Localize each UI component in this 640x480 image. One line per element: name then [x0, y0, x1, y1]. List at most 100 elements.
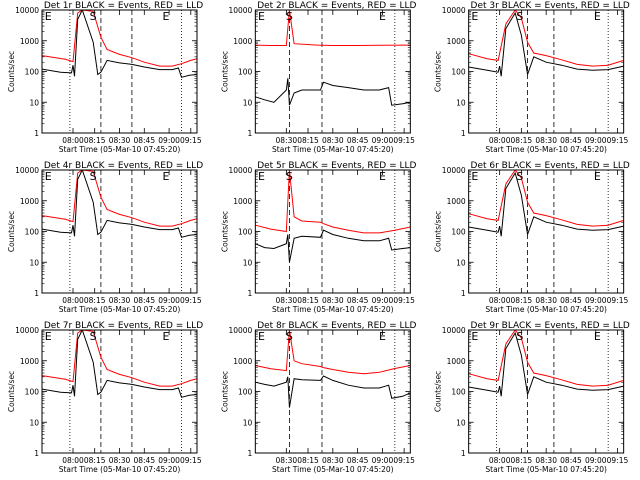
x-tick-label: 08:30: [535, 456, 557, 465]
x-tick-label: 09:00: [158, 456, 180, 465]
x-tick-label: 09:00: [585, 456, 607, 465]
x-tick-label: 09:00: [158, 136, 180, 145]
lld-series-line: [42, 330, 197, 387]
x-tick-label: 09:15: [607, 296, 629, 305]
phase-marker-S: S: [286, 10, 293, 23]
chart-title: Det 5r BLACK = Events, RED = LLD: [257, 161, 416, 171]
chart-title: Det 9r BLACK = Events, RED = LLD: [471, 321, 630, 331]
x-tick-label: 08:15: [84, 296, 106, 305]
x-tick-label: 09:00: [372, 296, 394, 305]
y-tick-label: 1: [248, 289, 253, 298]
y-tick-label: 1: [34, 129, 39, 138]
y-tick-label: 100: [238, 228, 253, 237]
events-series-line: [468, 331, 624, 397]
x-tick-label: 09:15: [180, 456, 202, 465]
y-tick-label: 1: [34, 289, 39, 298]
events-series-line: [255, 375, 411, 408]
chart-title: Det 4r BLACK = Events, RED = LLD: [44, 161, 203, 171]
phase-marker-S: S: [516, 330, 523, 343]
y-tick-label: 10: [243, 418, 253, 427]
x-axis-label: Start Time (05-Mar-10 07:45:20): [485, 305, 607, 314]
x-tick-label: 09:15: [180, 136, 202, 145]
y-tick-label: 10: [456, 98, 466, 107]
chart-title: Det 3r BLACK = Events, RED = LLD: [471, 1, 630, 11]
y-tick-label: 10000: [15, 166, 39, 175]
x-tick-label: 08:30: [322, 456, 344, 465]
y-axis-label: Counts/sec: [220, 371, 229, 412]
events-series-line: [42, 10, 197, 78]
phase-marker-E: E: [258, 10, 265, 23]
x-tick-label: 08:45: [347, 296, 369, 305]
phase-marker-E: E: [45, 10, 52, 23]
y-tick-label: 1000: [233, 197, 252, 206]
x-tick-label: 08:00: [489, 456, 511, 465]
x-tick-label: 09:15: [393, 136, 415, 145]
phase-marker-S: S: [516, 10, 523, 23]
chart-panel-5: Det 5r BLACK = Events, RED = LLD 1 10 100 10…: [220, 161, 416, 314]
x-axis-label: Start Time (05-Mar-10 07:45:20): [485, 465, 607, 474]
y-tick-label: 10: [29, 418, 39, 427]
y-axis-label: Counts/sec: [434, 211, 443, 252]
x-tick-label: 09:15: [607, 456, 629, 465]
x-tick-label: 09:15: [393, 296, 415, 305]
events-series-line: [468, 11, 624, 77]
y-tick-label: 10: [456, 258, 466, 267]
y-tick-label: 10: [243, 98, 253, 107]
y-tick-label: 10: [243, 258, 253, 267]
phase-marker-S: S: [90, 10, 97, 23]
y-tick-label: 10000: [15, 6, 39, 15]
phase-marker-E: E: [163, 170, 170, 183]
chart-title: Det 1r BLACK = Events, RED = LLD: [44, 1, 203, 11]
phase-marker-E: E: [471, 330, 478, 343]
x-tick-label: 08:30: [535, 296, 557, 305]
x-tick-label: 09:15: [607, 136, 629, 145]
chart-title: Det 8r BLACK = Events, RED = LLD: [257, 321, 416, 331]
y-tick-label: 1000: [447, 37, 466, 46]
x-tick-label: 08:45: [560, 456, 582, 465]
x-tick-label: 08:00: [62, 456, 84, 465]
phase-marker-S: S: [286, 330, 293, 343]
x-axis-label: Start Time (05-Mar-10 07:45:20): [485, 145, 607, 154]
y-tick-label: 10: [456, 418, 466, 427]
events-series-line: [42, 170, 197, 238]
x-axis-label: Start Time (05-Mar-10 07:45:20): [59, 145, 181, 154]
phase-marker-E: E: [379, 330, 386, 343]
x-tick-label: 08:30: [109, 456, 131, 465]
x-tick-label: 08:15: [297, 136, 319, 145]
x-tick-label: 08:15: [84, 456, 106, 465]
y-tick-label: 100: [451, 68, 466, 77]
chart-title: Det 2r BLACK = Events, RED = LLD: [257, 1, 416, 11]
lld-series-line: [468, 170, 624, 227]
y-tick-label: 100: [451, 388, 466, 397]
y-tick-label: 1000: [447, 357, 466, 366]
phase-marker-E: E: [594, 10, 601, 23]
y-tick-label: 10: [29, 98, 39, 107]
lld-series-line: [255, 330, 411, 375]
plot-frame: [41, 9, 198, 134]
plot-frame: [41, 169, 198, 294]
x-tick-label: 08:45: [347, 136, 369, 145]
x-tick-label: 08:30: [322, 136, 344, 145]
x-tick-label: 08:00: [489, 136, 511, 145]
x-tick-label: 08:30: [276, 136, 298, 145]
x-tick-label: 08:30: [276, 456, 298, 465]
phase-marker-E: E: [379, 170, 386, 183]
y-tick-label: 100: [238, 68, 253, 77]
lld-series-line: [42, 170, 197, 227]
x-tick-label: 08:30: [535, 136, 557, 145]
x-tick-label: 09:00: [585, 136, 607, 145]
y-tick-label: 100: [25, 228, 40, 237]
y-tick-label: 1000: [233, 37, 252, 46]
chart-panel-9: Det 9r BLACK = Events, RED = LLD 1 10 100 10…: [434, 321, 630, 474]
x-tick-label: 08:45: [560, 136, 582, 145]
phase-marker-E: E: [258, 170, 265, 183]
y-tick-label: 10000: [442, 166, 466, 175]
x-tick-label: 08:30: [276, 296, 298, 305]
x-axis-label: Start Time (05-Mar-10 07:45:20): [272, 465, 394, 474]
y-tick-label: 100: [238, 388, 253, 397]
x-tick-label: 08:15: [511, 456, 533, 465]
phase-marker-S: S: [90, 330, 97, 343]
chart-title: Det 6r BLACK = Events, RED = LLD: [471, 161, 630, 171]
y-tick-label: 1000: [20, 197, 39, 206]
y-axis-label: Counts/sec: [7, 371, 16, 412]
